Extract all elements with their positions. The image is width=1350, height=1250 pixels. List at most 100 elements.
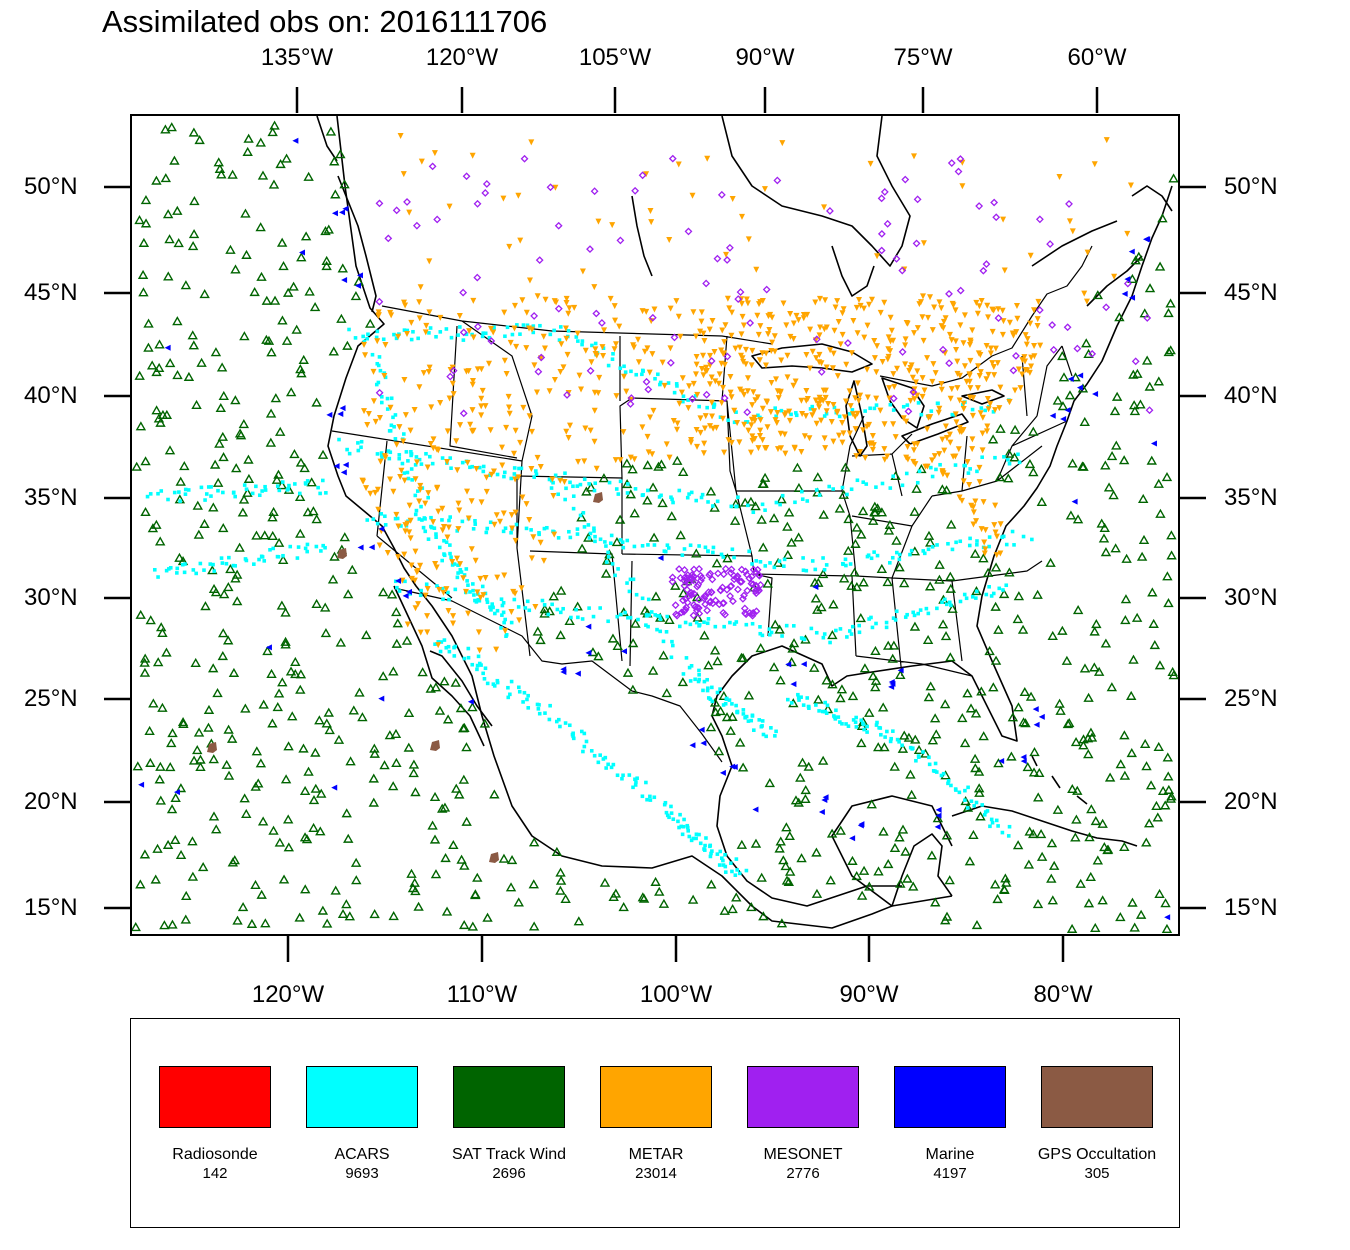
sat-track-wind-marker [231, 463, 242, 473]
acars-marker [391, 415, 395, 420]
acars-marker [202, 568, 206, 572]
top-lon-label: 105°W [578, 44, 652, 71]
acars-marker [616, 492, 621, 496]
acars-marker [866, 553, 871, 558]
acars-marker [433, 642, 437, 647]
sat-track-wind-marker [281, 335, 293, 345]
acars-marker [611, 352, 615, 356]
sat-track-wind-marker [1160, 800, 1171, 810]
acars-marker [377, 355, 382, 359]
acars-marker [275, 484, 280, 488]
acars-marker [356, 441, 360, 445]
sat-track-wind-marker [1009, 424, 1021, 434]
metar-marker [960, 340, 967, 347]
sat-track-wind-marker [282, 287, 294, 297]
marine-marker [857, 822, 864, 829]
acars-marker [303, 481, 308, 485]
metar-marker [627, 454, 634, 461]
sat-track-wind-marker [889, 842, 901, 852]
sat-track-wind-marker [792, 462, 803, 472]
metar-marker [866, 421, 873, 428]
acars-marker [619, 612, 623, 617]
sat-track-wind-marker [1089, 662, 1100, 672]
acars-marker [531, 330, 536, 335]
sat-track-wind-marker [132, 761, 144, 771]
mesonet-marker [752, 586, 761, 595]
metar-marker [474, 366, 481, 373]
sat-track-wind-marker [343, 833, 354, 843]
legend-item-acars: ACARS 9693 [306, 1066, 418, 1182]
metar-marker [643, 308, 650, 315]
sat-track-wind-marker [348, 705, 360, 715]
sat-track-wind-marker [1067, 783, 1078, 794]
acars-marker [411, 329, 415, 334]
canada-coast [316, 116, 338, 162]
sat-track-wind-marker [258, 699, 269, 709]
acars-marker [875, 553, 880, 558]
metar-marker [781, 431, 788, 438]
marine-marker [1020, 758, 1027, 765]
acars-marker [471, 527, 476, 531]
acars-marker [849, 632, 854, 636]
sat-track-wind-marker [218, 589, 230, 599]
sat-track-wind-marker [1099, 522, 1110, 532]
metar-marker [756, 357, 763, 364]
marine-marker [934, 823, 941, 830]
sat-track-wind-marker [796, 853, 807, 863]
acars-marker [991, 410, 996, 414]
sat-track-wind-marker [223, 770, 235, 780]
metar-marker [1021, 354, 1028, 361]
marine-marker [378, 695, 385, 702]
acars-marker [840, 561, 845, 566]
sat-track-wind-marker [653, 461, 664, 471]
acars-marker [254, 484, 258, 489]
metar-marker [722, 322, 729, 329]
acars-marker [935, 543, 939, 547]
sat-track-wind-marker [1047, 895, 1058, 905]
sat-track-wind-marker [387, 781, 399, 791]
sat-track-wind-marker [291, 324, 302, 334]
sat-track-wind-marker [1018, 717, 1029, 727]
sat-track-wind-marker [269, 295, 281, 305]
acars-marker [957, 790, 962, 795]
metar-marker [571, 304, 578, 311]
sat-track-wind-marker [273, 469, 284, 479]
sat-track-wind-marker [1154, 888, 1165, 899]
metar-marker [854, 410, 861, 417]
acars-marker [810, 559, 815, 563]
metar-marker [650, 407, 657, 414]
metar-marker [454, 555, 461, 562]
sat-track-wind-marker [786, 656, 797, 667]
metar-marker [482, 575, 489, 582]
sat-track-wind-marker [1013, 702, 1024, 712]
sat-track-wind-marker [467, 921, 479, 931]
marine-marker [1067, 375, 1074, 382]
sat-track-wind-marker [1104, 772, 1116, 782]
acars-marker [625, 538, 630, 543]
metar-marker [648, 219, 655, 226]
legend-label: Radiosonde [172, 1146, 258, 1163]
metar-marker [444, 459, 451, 466]
sat-track-wind-marker [1023, 859, 1035, 869]
sat-track-wind-marker [731, 892, 742, 902]
sat-track-wind-marker [621, 458, 633, 468]
sat-track-wind-marker [925, 537, 936, 547]
sat-track-wind-marker [261, 334, 272, 344]
acars-marker [182, 570, 187, 575]
sat-track-wind-marker [1138, 534, 1150, 544]
sat-track-wind-marker [856, 529, 867, 539]
sat-track-wind-marker [240, 208, 251, 218]
sat-track-wind-marker [336, 313, 347, 323]
metar-marker [848, 350, 855, 357]
sat-track-wind-marker [285, 387, 297, 397]
metar-marker [854, 380, 861, 387]
acars-marker [980, 455, 984, 460]
sat-track-wind-marker [328, 346, 339, 356]
metar-marker [718, 399, 725, 406]
sat-track-wind-marker [1046, 873, 1057, 883]
metar-marker [860, 427, 867, 434]
metar-marker [698, 365, 705, 372]
acars-marker [194, 571, 199, 576]
mesonet-marker [626, 400, 635, 408]
sat-track-wind-marker [321, 255, 332, 265]
